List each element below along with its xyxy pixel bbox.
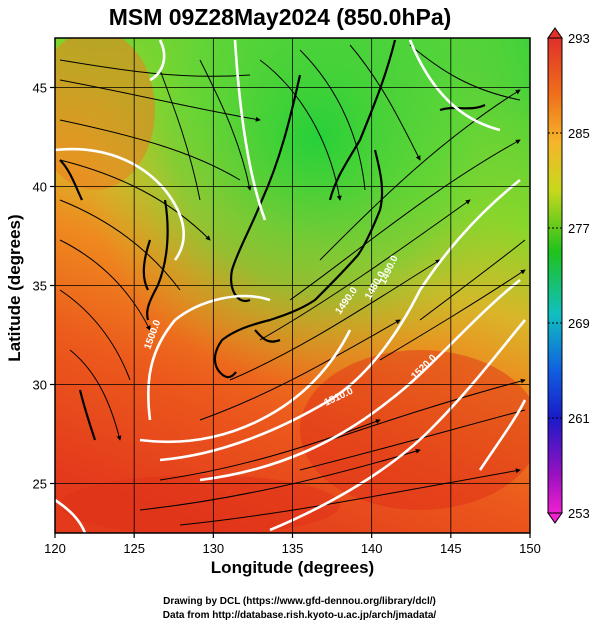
y-axis-label: Latitude (degrees) <box>5 214 24 362</box>
y-tick-label: 40 <box>33 180 47 195</box>
x-tick-label: 130 <box>202 541 224 556</box>
colorbar-label: 269 <box>568 316 590 331</box>
colorbar-bar <box>547 37 563 514</box>
x-axis-label: Longitude (degrees) <box>210 558 375 577</box>
colorbar-top-arrow <box>547 27 563 39</box>
colorbar-label: 277 <box>568 221 590 236</box>
y-axis-ticks: 25 30 35 40 45 <box>33 81 55 492</box>
lat-lon-grid <box>55 38 530 533</box>
x-axis-ticks: 120 125 130 135 140 145 150 <box>44 533 541 556</box>
x-tick-label: 145 <box>440 541 462 556</box>
colorbar-label: 285 <box>568 126 590 141</box>
x-tick-label: 150 <box>519 541 541 556</box>
colorbar-bottom-arrow <box>547 512 563 524</box>
x-tick-label: 125 <box>123 541 145 556</box>
y-tick-label: 35 <box>33 279 47 294</box>
credit-data-source: Data from http://database.rish.kyoto-u.a… <box>162 610 437 621</box>
x-tick-label: 135 <box>282 541 304 556</box>
coastlines <box>59 39 486 441</box>
x-tick-label: 120 <box>44 541 66 556</box>
x-tick-label: 140 <box>361 541 383 556</box>
colorbar-label: 253 <box>568 506 590 521</box>
colorbar-label: 261 <box>568 411 590 426</box>
y-tick-label: 30 <box>33 378 47 393</box>
colorbar-label: 293 <box>568 31 590 46</box>
y-tick-label: 25 <box>33 477 47 492</box>
height-contours <box>55 39 527 533</box>
map-title: MSM 09Z28May2024 (850.0hPa) <box>108 4 452 30</box>
credit-dcl: Drawing by DCL (https://www.gfd-dennou.o… <box>163 596 436 607</box>
wind-streamlines <box>59 44 526 526</box>
colorbar: 293 285 277 269 261 253 <box>547 27 590 524</box>
y-tick-label: 45 <box>33 81 47 96</box>
